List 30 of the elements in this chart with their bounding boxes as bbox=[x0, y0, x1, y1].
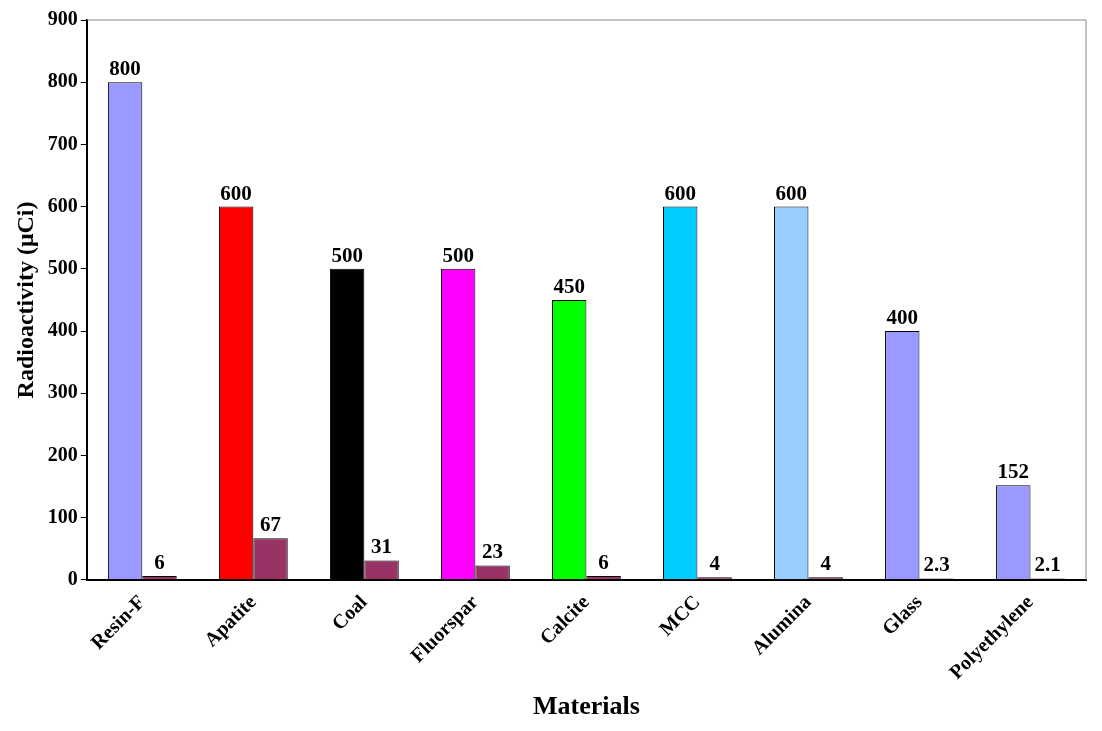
data-label: 23 bbox=[482, 539, 504, 564]
y-tick-label: 900 bbox=[47, 7, 78, 30]
data-label: 450 bbox=[553, 273, 585, 298]
y-axis-title: Radioactivity (μCi) bbox=[11, 201, 38, 399]
data-label: 67 bbox=[260, 512, 282, 537]
y-tick-label: 0 bbox=[67, 567, 78, 590]
data-label: 6 bbox=[154, 550, 165, 575]
y-tick-label: 300 bbox=[47, 380, 78, 403]
y-tick-label: 600 bbox=[47, 193, 78, 216]
y-tick-label: 500 bbox=[47, 255, 78, 278]
data-label: 31 bbox=[371, 534, 393, 559]
data-label: 600 bbox=[220, 180, 252, 205]
data-label: 500 bbox=[331, 242, 363, 267]
data-label: 2.3 bbox=[923, 552, 950, 577]
y-tick-label: 800 bbox=[47, 69, 78, 92]
data-label: 152 bbox=[997, 459, 1030, 484]
data-label: 4 bbox=[709, 551, 721, 576]
data-label: 600 bbox=[664, 180, 696, 205]
x-axis-title: Materials bbox=[532, 691, 640, 721]
y-tick-label: 100 bbox=[47, 504, 78, 527]
data-label: 800 bbox=[109, 56, 141, 81]
data-label: 4 bbox=[820, 551, 832, 576]
data-label: 400 bbox=[886, 304, 919, 329]
data-label: 600 bbox=[775, 180, 807, 205]
data-label: 2.1 bbox=[1034, 552, 1061, 577]
data-label: 500 bbox=[442, 242, 474, 267]
y-tick-label: 400 bbox=[47, 318, 78, 341]
data-label: 6 bbox=[598, 550, 609, 575]
y-tick-label: 700 bbox=[47, 131, 78, 154]
y-tick-label: 200 bbox=[47, 442, 78, 465]
